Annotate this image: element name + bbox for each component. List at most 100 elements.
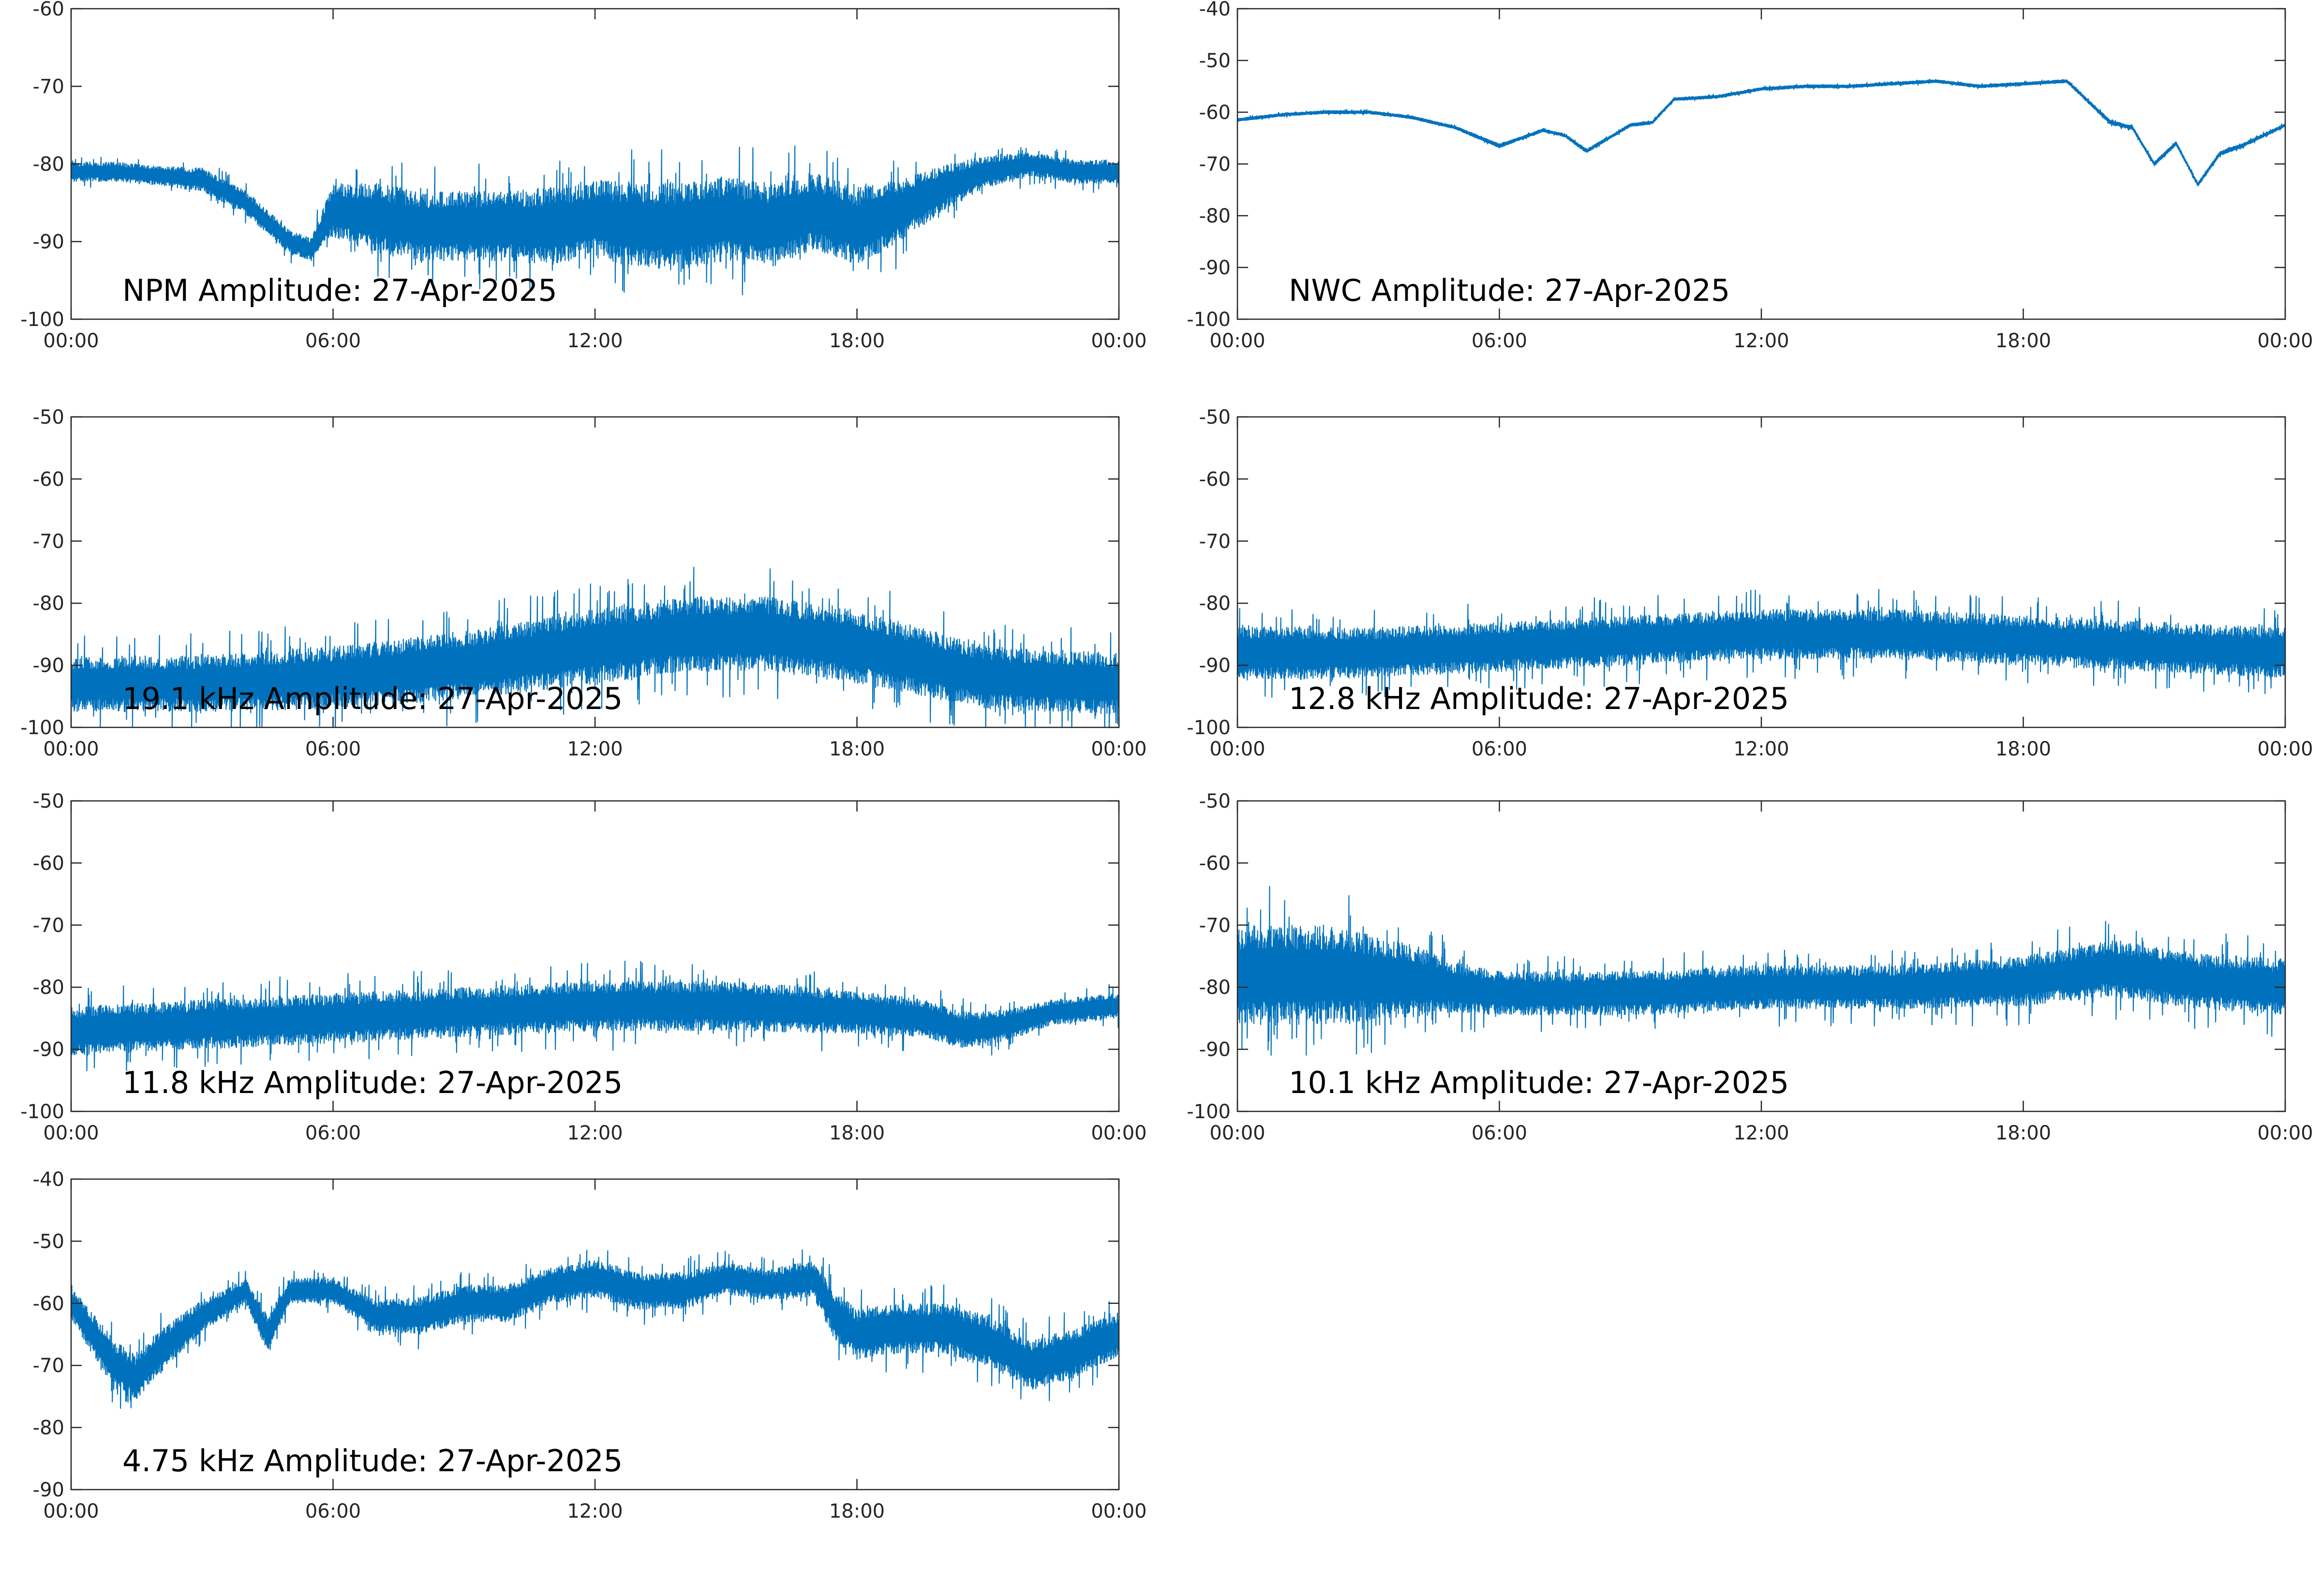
panel-5: 00:00 06:00 12:00 18:00 00:00 -50 -60 -70 -80 -90… xyxy=(20,790,1146,1144)
y-tick-label: -60 xyxy=(33,468,64,490)
y-tick-label: -90 xyxy=(1199,1039,1231,1061)
series-line-1 xyxy=(71,145,1119,296)
x-tick-label: 06:00 xyxy=(1472,330,1527,352)
x-tick-label: 00:00 xyxy=(2257,738,2313,760)
y-tick-label: -70 xyxy=(1199,915,1231,937)
y-tick-label: -40 xyxy=(33,1168,64,1191)
x-tick-label: 18:00 xyxy=(1995,330,2051,352)
x-tick-label: 12:00 xyxy=(567,1500,623,1522)
series-line-2 xyxy=(1237,78,2285,186)
x-tick-label: 18:00 xyxy=(829,1500,885,1522)
panel-title: 10.1 kHz Amplitude: 27-Apr-2025 xyxy=(1289,1065,1789,1100)
y-tick-label: -90 xyxy=(1199,257,1231,279)
x-tick-label: 12:00 xyxy=(1733,738,1789,760)
x-tick-label: 00:00 xyxy=(1209,330,1265,352)
series-line-5 xyxy=(71,961,1119,1071)
x-tick-label: 06:00 xyxy=(305,738,361,760)
x-tick-label: 18:00 xyxy=(829,1122,885,1144)
y-tick-label: -70 xyxy=(33,1355,64,1377)
x-tick-label: 18:00 xyxy=(1995,1122,2051,1144)
series-line-3 xyxy=(71,566,1119,727)
y-tick-label: -90 xyxy=(33,1039,64,1061)
y-tick-label: -60 xyxy=(33,0,64,20)
y-tick-label: -80 xyxy=(33,976,64,999)
panel-title: 11.8 kHz Amplitude: 27-Apr-2025 xyxy=(122,1065,623,1100)
x-tick-label: 00:00 xyxy=(1091,330,1146,352)
x-tick-label: 00:00 xyxy=(43,738,99,760)
x-tick-label: 00:00 xyxy=(1091,738,1146,760)
x-tick-label: 12:00 xyxy=(567,738,623,760)
y-tick-label: -60 xyxy=(1199,852,1231,874)
y-tick-label: -60 xyxy=(33,852,64,874)
y-tick-label: -50 xyxy=(1199,406,1231,429)
x-tick-label: 06:00 xyxy=(1472,1122,1527,1144)
y-tick-label: -90 xyxy=(1199,655,1231,677)
y-tick-label: -70 xyxy=(33,76,64,98)
y-tick-label: -50 xyxy=(33,1230,64,1253)
panel-title: NPM Amplitude: 27-Apr-2025 xyxy=(122,273,557,308)
panels: 00:00 06:00 12:00 18:00 00:00 -60 -70 -80 -90 -10… xyxy=(20,0,2313,1522)
x-tick-label: 00:00 xyxy=(1209,738,1265,760)
x-tick-label: 12:00 xyxy=(1733,1122,1789,1144)
x-tick-label: 06:00 xyxy=(305,330,361,352)
y-tick-label: -80 xyxy=(33,153,64,176)
y-tick-label: -80 xyxy=(1199,205,1231,227)
x-tick-label: 00:00 xyxy=(2257,330,2313,352)
x-tick-label: 18:00 xyxy=(1995,738,2051,760)
y-tick-label: -100 xyxy=(20,717,64,739)
y-tick-label: -60 xyxy=(1199,102,1231,124)
series-line-4 xyxy=(1237,589,2285,698)
panel-title: 12.8 kHz Amplitude: 27-Apr-2025 xyxy=(1289,681,1789,716)
panel-title: NWC Amplitude: 27-Apr-2025 xyxy=(1289,273,1730,308)
y-tick-label: -90 xyxy=(33,655,64,677)
x-tick-label: 12:00 xyxy=(567,1122,623,1144)
x-tick-label: 00:00 xyxy=(1209,1122,1265,1144)
panel-7: 00:00 06:00 12:00 18:00 00:00 -40 -50 -60 -70 -80… xyxy=(33,1168,1147,1522)
x-tick-label: 12:00 xyxy=(567,330,623,352)
y-tick-label: -50 xyxy=(33,790,64,813)
y-tick-label: -70 xyxy=(1199,153,1231,176)
y-tick-label: -70 xyxy=(1199,531,1231,553)
y-tick-label: -90 xyxy=(33,231,64,253)
series-line-6 xyxy=(1237,886,2285,1056)
y-tick-label: -80 xyxy=(1199,976,1231,999)
panel-2: 00:00 06:00 12:00 18:00 00:00 -40 -50 -60 -70 -80… xyxy=(1187,0,2313,352)
y-tick-label: -70 xyxy=(33,915,64,937)
panel-title: 19.1 kHz Amplitude: 27-Apr-2025 xyxy=(122,681,623,716)
x-tick-label: 00:00 xyxy=(43,330,99,352)
y-tick-label: -50 xyxy=(1199,790,1231,813)
y-tick-label: -50 xyxy=(33,406,64,429)
x-tick-label: 12:00 xyxy=(1733,330,1789,352)
y-tick-label: -100 xyxy=(1187,309,1231,331)
y-tick-label: -100 xyxy=(20,1101,64,1123)
y-tick-label: -50 xyxy=(1199,50,1231,72)
y-tick-label: -60 xyxy=(33,1293,64,1315)
y-tick-label: -100 xyxy=(1187,717,1231,739)
y-tick-label: -90 xyxy=(33,1479,64,1501)
series-line-7 xyxy=(71,1249,1119,1409)
y-tick-label: -40 xyxy=(1199,0,1231,20)
y-tick-label: -80 xyxy=(1199,592,1231,615)
x-tick-label: 00:00 xyxy=(2257,1122,2313,1144)
y-tick-label: -80 xyxy=(33,592,64,615)
x-tick-label: 18:00 xyxy=(829,738,885,760)
panel-title: 4.75 kHz Amplitude: 27-Apr-2025 xyxy=(122,1443,623,1478)
x-tick-label: 06:00 xyxy=(305,1122,361,1144)
x-tick-label: 00:00 xyxy=(1091,1122,1146,1144)
x-tick-label: 00:00 xyxy=(43,1122,99,1144)
panel-1: 00:00 06:00 12:00 18:00 00:00 -60 -70 -80 -90 -10… xyxy=(20,0,1146,352)
y-tick-label: -60 xyxy=(1199,468,1231,490)
panel-3: 00:00 06:00 12:00 18:00 00:00 -50 -60 -70 -80 -90… xyxy=(20,406,1146,760)
x-tick-label: 18:00 xyxy=(829,330,885,352)
y-tick-label: -80 xyxy=(33,1417,64,1439)
y-tick-label: -100 xyxy=(1187,1101,1231,1123)
panel-6: 00:00 06:00 12:00 18:00 00:00 -50 -60 -70 -80 -90… xyxy=(1187,790,2313,1144)
x-tick-label: 00:00 xyxy=(1091,1500,1146,1522)
x-tick-label: 00:00 xyxy=(43,1500,99,1522)
panel-4: 00:00 06:00 12:00 18:00 00:00 -50 -60 -70 -80 -90… xyxy=(1187,406,2313,760)
y-tick-label: -100 xyxy=(20,309,64,331)
x-tick-label: 06:00 xyxy=(1472,738,1527,760)
x-tick-label: 06:00 xyxy=(305,1500,361,1522)
